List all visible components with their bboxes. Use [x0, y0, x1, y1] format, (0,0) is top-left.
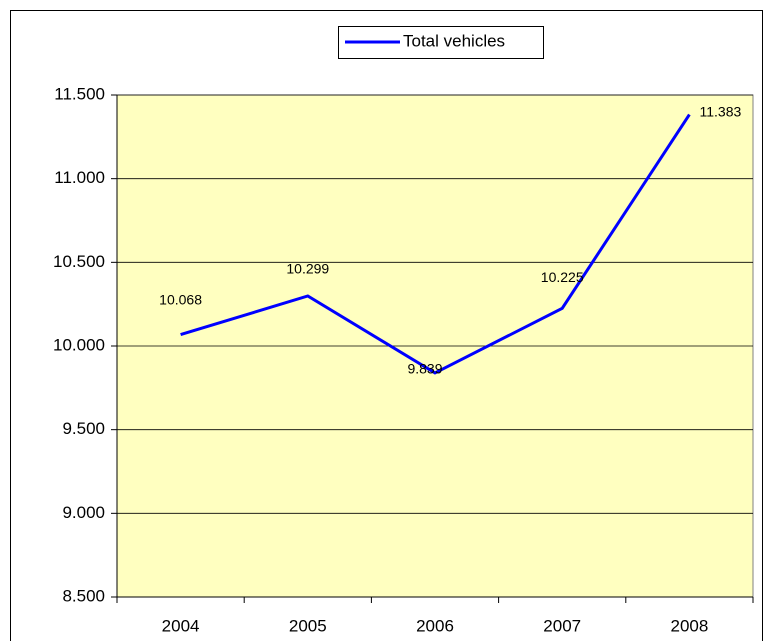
x-tick-label: 2006 [416, 616, 454, 635]
data-label: 9.839 [407, 361, 442, 377]
y-tick-label: 11.500 [54, 84, 105, 103]
x-tick-label: 2004 [162, 616, 200, 635]
data-label: 10.068 [159, 291, 202, 307]
data-label: 10.225 [541, 269, 584, 285]
data-label: 10.299 [286, 261, 329, 277]
y-tick-label: 9.500 [62, 419, 105, 438]
legend: Total vehicles [338, 26, 544, 59]
x-tick-label: 2007 [543, 616, 581, 635]
x-tick-label: 2005 [289, 616, 327, 635]
y-tick-label: 10.000 [53, 335, 105, 354]
y-tick-label: 8.500 [62, 586, 105, 605]
line [180, 113, 691, 375]
legend-label: Total vehicles [403, 31, 505, 50]
y-tick-label: 11.000 [54, 168, 105, 187]
y-tick-label: 10.500 [53, 252, 105, 271]
data-label: 11.383 [700, 103, 742, 119]
y-tick-label: 9.000 [62, 503, 105, 522]
x-tick-label: 2008 [670, 616, 708, 635]
